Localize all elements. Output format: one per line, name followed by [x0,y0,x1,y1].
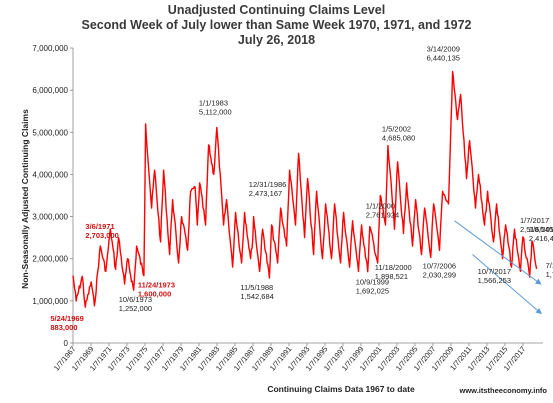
y-axis-label: Non-Seasonally Adjusted Continuing Claim… [20,109,30,289]
annotation-line: 10/7/2006 [423,261,456,270]
annotation-line: 1,898,521 [375,272,408,281]
data-annotation: 5/24/1969 883,000 [50,314,83,332]
y-tick-label: 7,000,000 [32,44,68,53]
annotation-line: 6,440,135 [427,54,460,63]
annotation-line: 1,542,684 [240,292,273,301]
data-annotation: 1/1/1983 5,112,000 [199,99,232,117]
annotation-line: 1,758,987 [546,270,553,279]
annotation-line: 1/5/2002 [382,125,411,134]
annotation-line: 883,000 [50,323,77,332]
annotation-line: 7/14/2018 [546,261,553,270]
chart-titles: Unadjusted Continuing Claims Level Secon… [0,3,553,48]
annotation-line: 2,703,000 [85,231,118,240]
plot-area: 0 1,000,000 2,000,000 3,000,000 4,000,000 5,0… [32,44,553,373]
data-annotation: 1/5/2002 4,685,080 [382,125,415,143]
y-tick-label: 5,000,000 [32,128,68,137]
annotation-line: 1,252,000 [119,304,152,313]
data-annotation: 7/14/20181,758,987 [546,261,553,279]
annotation-line: 5,112,000 [199,108,232,117]
annotation-line: 1/1/1983 [199,99,228,108]
data-annotation: 1/7/2017 2,518,545 [520,216,553,234]
annotation-line: 1/7/2017 [520,216,549,225]
data-annotation: 3/6/1971 2,703,000 [85,222,118,240]
y-tick-label: 2,000,000 [32,255,68,264]
annotation-line: 12/31/1986 [249,180,287,189]
annotation-line: 2,030,299 [423,270,456,279]
annotation-line: 2,761,924 [366,211,399,220]
annotation-line: 2,473,167 [249,189,282,198]
data-annotation: 1/1/2000 2,761,924 [366,202,399,220]
continuing-claims-series-line [72,70,538,308]
y-tick-label: 6,000,000 [32,86,68,95]
annotation-line: 2,416,486 [529,234,553,243]
data-annotation: 1/6/20182,416,486 [529,225,553,243]
chart-date-line: July 26, 2018 [237,33,316,47]
data-annotation: 3/14/2009 6,440,135 [427,45,460,63]
data-annotation: 10/9/1999 1,692,025 [356,278,389,296]
y-tick-label: 4,000,000 [32,170,68,179]
y-tick-label: 0 [64,339,69,348]
source-credit: www.itstheeconomy.info [459,386,547,395]
data-annotation: 10/7/2017 1,566,253 [478,267,511,285]
annotation-line: 1,600,000 [138,290,171,299]
x-axis-label: Continuing Claims Data 1967 to date [267,384,415,394]
annotation-line: 4,685,080 [382,134,415,143]
y-tick-label: 1,000,000 [32,297,68,306]
data-annotation: 10/6/1973 1,252,000 [119,295,152,313]
data-annotation: 12/31/1986 2,473,167 [249,180,287,198]
annotation-line: 11/5/1988 [240,283,273,292]
annotation-line: 10/9/1999 [356,278,389,287]
annotation-line: 10/6/1973 [119,295,152,304]
annotation-line: 3/14/2009 [427,45,460,54]
annotation-line: 1/1/2000 [366,202,395,211]
y-tick-label: 3,000,000 [32,213,68,222]
annotation-line: 10/7/2017 [478,267,511,276]
data-annotation: 11/24/1973 1,600,000 [138,281,175,299]
data-annotation: 11/18/2000 1,898,521 [375,263,412,281]
annotation-line: 3/6/1971 [85,222,114,231]
annotation-line: 1,692,025 [356,287,389,296]
annotation-line: 1/6/2018 [529,225,553,234]
annotation-line: 11/24/1973 [138,281,175,290]
data-annotation: 10/7/2006 2,030,299 [423,261,456,279]
annotation-line: 1,566,253 [478,276,511,285]
annotation-line: 2,518,545 [520,225,553,234]
annotation-line: 11/18/2000 [375,263,412,272]
trend-arrow [472,254,542,315]
data-annotation: 11/5/1988 1,542,684 [240,283,273,301]
chart-title: Unadjusted Continuing Claims Level [167,3,386,17]
annotation-line: 5/24/1969 [50,314,83,323]
chart-subtitle: Second Week of July lower than Same Week… [81,18,472,32]
trend-arrow [454,220,542,285]
